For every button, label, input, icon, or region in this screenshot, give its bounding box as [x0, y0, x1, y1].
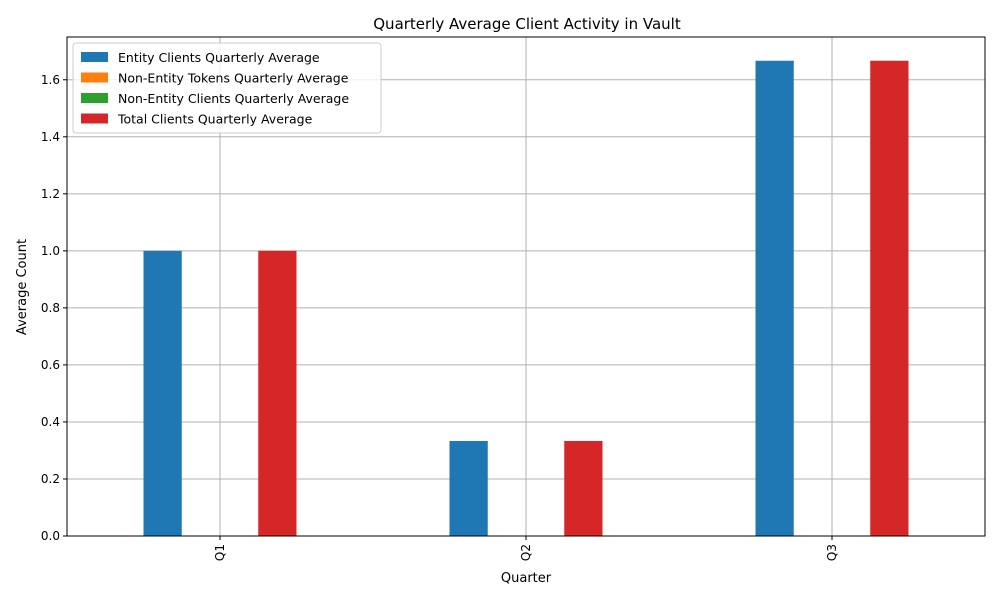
bar: [564, 440, 603, 536]
legend-swatch: [81, 52, 108, 62]
x-tick-label: Q3: [825, 544, 839, 561]
y-tick-label: 1.6: [41, 73, 60, 87]
y-tick-label: 0.4: [41, 415, 60, 429]
y-tick-label: 0.8: [41, 301, 60, 315]
bar: [870, 60, 909, 536]
bar: [258, 250, 297, 536]
y-tick-label: 1.4: [41, 130, 60, 144]
x-axis-label: Quarter: [501, 571, 552, 586]
y-tick-label: 1.2: [41, 187, 60, 201]
legend: Entity Clients Quarterly Average Non-Enti…: [72, 42, 382, 134]
legend-label: Entity Clients Quarterly Average: [118, 50, 320, 65]
y-tick-label: 1.0: [41, 244, 60, 258]
y-tick-label: 0.0: [41, 529, 60, 543]
bar: [143, 250, 182, 536]
legend-label: Non-Entity Clients Quarterly Average: [118, 91, 349, 106]
legend-swatch: [81, 93, 108, 103]
y-tick-label: 0.2: [41, 472, 60, 486]
legend-box: [72, 42, 382, 134]
grid-layer: [67, 37, 985, 537]
legend-label: Non-Entity Tokens Quarterly Average: [118, 71, 349, 86]
y-tick-label: 0.6: [41, 358, 60, 372]
bar: [449, 440, 488, 536]
chart-title: Quarterly Average Client Activity in Vau…: [373, 15, 681, 33]
bars-layer: [143, 60, 909, 536]
legend-swatch: [81, 113, 108, 124]
y-axis-label: Average Count: [15, 239, 30, 335]
x-tick-label: Q2: [519, 544, 533, 561]
legend-label: Total Clients Quarterly Average: [117, 112, 313, 127]
legend-swatch: [81, 72, 108, 83]
ticks-layer: 0.0 0.2 0.4 0.6 0.8 1.0 1.2 1.4 1.6 Q1 Q2 Q3: [41, 73, 839, 561]
bar: [755, 60, 794, 536]
x-tick-label: Q1: [213, 544, 227, 561]
